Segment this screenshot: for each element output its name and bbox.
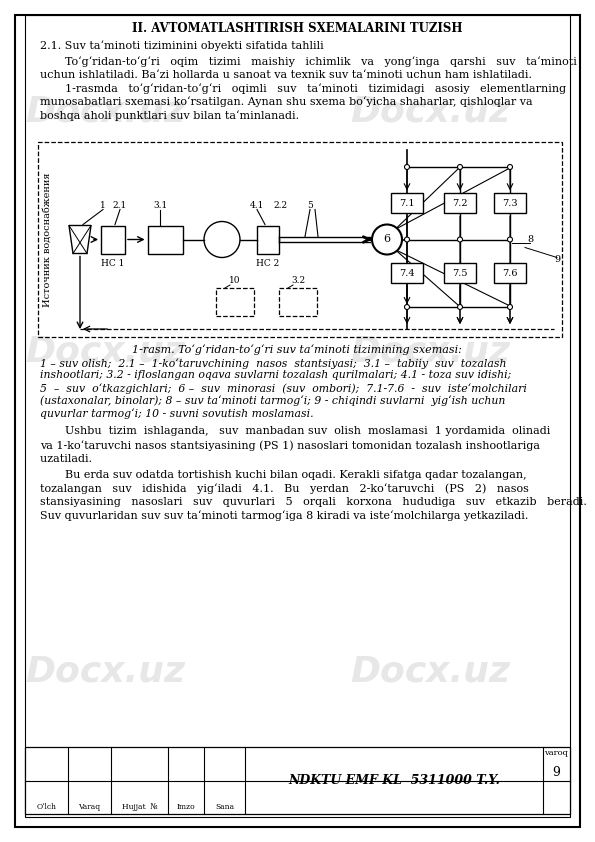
Text: 2.1. Suv ta‘minoti tiziminini obyekti sifatida tahlili: 2.1. Suv ta‘minoti tiziminini obyekti si… — [40, 40, 324, 51]
Bar — [38, 142, 562, 337]
Bar — [391, 264, 423, 283]
Text: va 1-ko‘taruvchi nasos stantsiyasining (PS 1) nasoslari tomonidan tozalash insho: va 1-ko‘taruvchi nasos stantsiyasining (… — [40, 440, 540, 450]
Text: НС 2: НС 2 — [256, 258, 280, 268]
Text: 7.3: 7.3 — [502, 199, 518, 208]
Text: Imzo: Imzo — [177, 803, 195, 811]
Text: NDKTU EMF KL  5311000 T.Y.: NDKTU EMF KL 5311000 T.Y. — [288, 774, 500, 787]
Text: 5: 5 — [307, 200, 313, 210]
Bar — [444, 264, 476, 283]
Circle shape — [458, 237, 462, 242]
Text: 7.5: 7.5 — [452, 269, 468, 278]
Text: 2.2: 2.2 — [273, 200, 287, 210]
Circle shape — [458, 164, 462, 169]
Text: stansiyasining   nasoslari   suv   quvurlari   5   orqali   korxona   hududiga  : stansiyasining nasoslari suv quvurlari 5… — [40, 497, 587, 507]
Text: 7.6: 7.6 — [502, 269, 518, 278]
Text: 9: 9 — [554, 255, 560, 264]
Text: 9: 9 — [553, 765, 560, 779]
Text: tozalangan   suv   idishida   yig‘iladi   4.1.   Bu   yerdan   2-ko‘taruvchi   (: tozalangan suv idishida yig‘iladi 4.1. B… — [40, 483, 529, 494]
Text: boshqa aholi punktlari suv bilan ta‘minlanadi.: boshqa aholi punktlari suv bilan ta‘minl… — [40, 110, 299, 120]
Circle shape — [405, 164, 409, 169]
Text: 2.1: 2.1 — [113, 200, 127, 210]
Text: 3.2: 3.2 — [291, 276, 305, 285]
Text: 7.2: 7.2 — [452, 199, 468, 208]
Text: Hujjat  №: Hujjat № — [122, 803, 157, 811]
Text: To‘g‘ridan-to‘g‘ri   oqim   tizimi   maishiy   ichimlik   va   yong‘inga   qarsh: To‘g‘ridan-to‘g‘ri oqim tizimi maishiy i… — [65, 56, 577, 67]
Text: (ustaxonalar, binolar); 8 – suv ta‘minoti tarmog‘i; 9 - chiqindi suvlarni  yig‘i: (ustaxonalar, binolar); 8 – suv ta‘minot… — [40, 396, 505, 407]
Text: 1 – suv olish;  2.1 –  1-ko‘taruvchining  nasos  stantsiyasi;  3.1 –  tabiiy  su: 1 – suv olish; 2.1 – 1-ko‘taruvchining n… — [40, 358, 506, 369]
Circle shape — [204, 221, 240, 258]
Bar — [216, 288, 254, 316]
Bar — [148, 226, 183, 253]
Circle shape — [405, 237, 409, 242]
Text: 6: 6 — [383, 235, 390, 244]
Text: 1-rasmda   to‘g‘ridan-to‘g‘ri   oqimli   suv   ta‘minoti   tizimidagi   asosiy  : 1-rasmda to‘g‘ridan-to‘g‘ri oqimli suv t… — [65, 83, 566, 93]
Text: II. AVTOMATLASHTIRISH SXEMALARINI TUZISH: II. AVTOMATLASHTIRISH SXEMALARINI TUZISH — [131, 22, 462, 35]
Bar — [101, 226, 125, 253]
Text: O‘lch: O‘lch — [36, 803, 57, 811]
Circle shape — [508, 237, 512, 242]
Bar — [391, 194, 423, 213]
Circle shape — [372, 225, 402, 254]
Text: Docx.uz: Docx.uz — [350, 655, 510, 689]
Text: Bu erda suv odatda tortishish kuchi bilan oqadi. Kerakli sifatga qadar tozalanga: Bu erda suv odatda tortishish kuchi bila… — [65, 470, 527, 480]
Text: Ushbu  tizim  ishlaganda,   suv  manbadan suv  olish  moslamasi  1 yordamida  ol: Ushbu tizim ishlaganda, suv manbadan suv… — [65, 427, 550, 436]
Bar — [494, 264, 526, 283]
Polygon shape — [69, 226, 91, 253]
Text: 4.1: 4.1 — [250, 200, 264, 210]
Text: Docx.uz: Docx.uz — [25, 655, 185, 689]
Bar — [494, 194, 526, 213]
Text: 7.4: 7.4 — [399, 269, 415, 278]
Text: Docx.uz: Docx.uz — [350, 95, 510, 129]
Bar — [257, 226, 279, 253]
Text: Docx.uz: Docx.uz — [350, 335, 510, 369]
Text: 3.1: 3.1 — [153, 200, 167, 210]
Circle shape — [508, 305, 512, 310]
Text: Varaq: Varaq — [79, 803, 101, 811]
Text: 1: 1 — [100, 200, 106, 210]
Bar — [279, 288, 317, 316]
Text: Sana: Sana — [215, 803, 234, 811]
Text: 10: 10 — [229, 276, 241, 285]
Bar — [25, 747, 570, 814]
Bar — [444, 194, 476, 213]
Text: uzatiladi.: uzatiladi. — [40, 454, 96, 463]
Text: Suv quvurlaridan suv suv ta‘minoti tarmog‘iga 8 kiradi va iste‘molchilarga yetka: Suv quvurlaridan suv suv ta‘minoti tarmo… — [40, 510, 528, 521]
Text: 5  –  suv  o‘tkazgichlari;  6 –  suv  minorasi  (suv  ombori);  7.1-7.6  -  suv : 5 – suv o‘tkazgichlari; 6 – suv minorasi… — [40, 383, 527, 394]
Circle shape — [405, 305, 409, 310]
Text: Docx.uz: Docx.uz — [25, 95, 185, 129]
Circle shape — [508, 164, 512, 169]
Text: varoq: varoq — [544, 749, 568, 757]
Circle shape — [458, 305, 462, 310]
Text: inshootlari; 3.2 - ifloslangan oqava suvlarni tozalash qurilmalari; 4.1 - toza s: inshootlari; 3.2 - ifloslangan oqava suv… — [40, 370, 511, 381]
Text: 8: 8 — [527, 235, 533, 244]
Text: НС 1: НС 1 — [101, 258, 125, 268]
Text: Docx.uz: Docx.uz — [25, 335, 185, 369]
Text: quvurlar tarmog‘i; 10 - suvni sovutish moslamasi.: quvurlar tarmog‘i; 10 - suvni sovutish m… — [40, 408, 314, 418]
Text: uchun ishlatiladi. Ba‘zi hollarda u sanoat va texnik suv ta‘minoti uchun ham ish: uchun ishlatiladi. Ba‘zi hollarda u sano… — [40, 70, 532, 79]
Text: Источник водоснабжения: Источник водоснабжения — [42, 173, 52, 306]
Text: munosabatlari sxemasi ko‘rsatilgan. Aynan shu sxema bo‘yicha shaharlar, qishloql: munosabatlari sxemasi ko‘rsatilgan. Ayna… — [40, 97, 533, 107]
Text: 7.1: 7.1 — [399, 199, 415, 208]
Text: 1-rasm. To‘g‘ridan-to‘g‘ri suv ta‘minoti tizimining sxemasi:: 1-rasm. To‘g‘ridan-to‘g‘ri suv ta‘minoti… — [132, 344, 462, 354]
